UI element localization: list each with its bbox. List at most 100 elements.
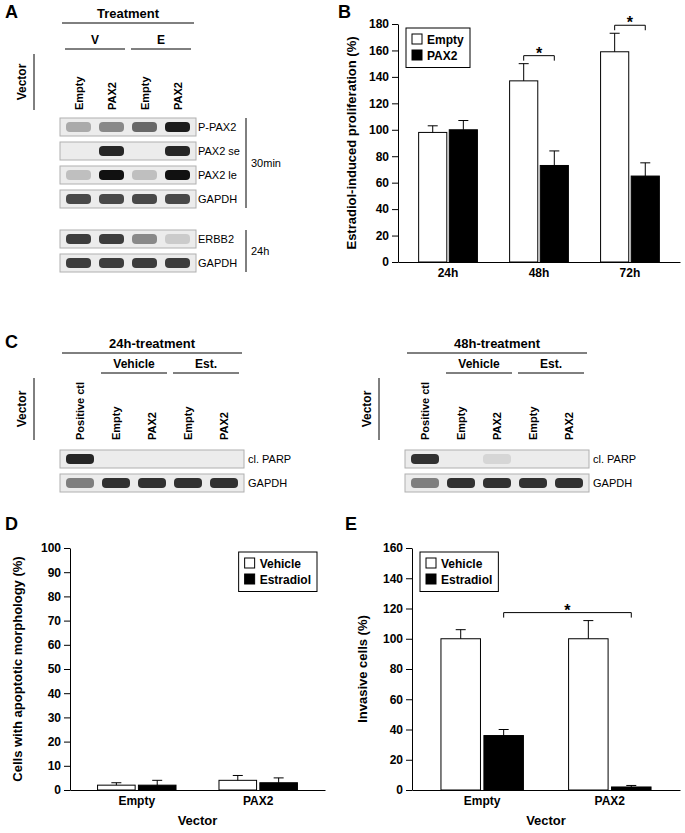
blot-subtitle: 48h-treatment (454, 336, 541, 351)
y-tick-label: 90 (48, 566, 62, 580)
lane-group-label: Est. (195, 357, 217, 371)
lane-title: Vector (15, 63, 29, 100)
blot-band (174, 478, 202, 488)
error-bar (428, 126, 438, 133)
error-bar (610, 33, 620, 52)
legend: EmptyPAX2 (406, 28, 470, 68)
legend-entry: Estradiol (245, 573, 311, 587)
blot-band (483, 454, 511, 464)
error-bar (549, 151, 559, 166)
error-bar (499, 730, 509, 736)
bar (601, 52, 629, 262)
y-tick-label: 140 (383, 572, 403, 586)
row-group-label: 30min (251, 157, 281, 169)
significance: * (504, 602, 632, 619)
y-tick-label: 20 (390, 753, 404, 767)
y-tick: 60 (48, 638, 70, 652)
error-stem (278, 778, 279, 783)
y-tick-mark (64, 693, 70, 694)
blot-band (66, 146, 91, 156)
y-tick-mark (64, 645, 70, 646)
bar (441, 639, 481, 790)
figure-svg: ATreatmentVEEmptyPAX2EmptyPAX2VectorP-PA… (0, 0, 685, 833)
blot-band (66, 258, 91, 268)
x-axis: EmptyPAX2 (413, 790, 681, 808)
panel-letter: B (338, 2, 351, 22)
y-tick-label: 40 (390, 723, 404, 737)
row-group-label: 24h (251, 245, 269, 257)
y-tick-mark (392, 262, 398, 263)
y-axis-line (70, 549, 71, 791)
marks (98, 775, 298, 790)
lane-group-line (173, 373, 239, 374)
bar (419, 132, 447, 262)
y-tick: 160 (369, 44, 398, 58)
blot-row: cl. PARP (405, 450, 636, 468)
significance-label: * (627, 14, 634, 31)
error-bar (640, 163, 650, 176)
y-tick: 40 (390, 723, 412, 737)
significance-label: * (564, 602, 571, 619)
subtitle-underline (407, 353, 587, 354)
blot-band (102, 478, 130, 488)
y-tick: 0 (382, 255, 398, 269)
y-tick-label: 100 (383, 632, 403, 646)
y-tick-label: 160 (369, 44, 389, 58)
legend-swatch (426, 558, 436, 568)
significance: * (615, 14, 646, 31)
legend-label: Vehicle (441, 557, 483, 571)
lane-group-label: V (91, 33, 99, 47)
y-tick-mark (64, 790, 70, 791)
y-tick-mark (392, 236, 398, 237)
y-tick: 60 (390, 693, 412, 707)
blot-band (411, 478, 439, 488)
y-tick: 40 (376, 202, 398, 216)
y-tick: 20 (376, 229, 398, 243)
y-tick: 20 (390, 753, 412, 767)
error-bar (456, 630, 466, 639)
lane-group-line (131, 49, 191, 50)
y-tick-mark (392, 103, 398, 104)
lane-group-line (65, 49, 125, 50)
legend-label: Vehicle (260, 557, 302, 571)
series (449, 121, 659, 262)
lane-label: Empty (455, 406, 467, 441)
legend-swatch (245, 574, 255, 584)
error-cap (549, 150, 559, 151)
bar-panel: D0102030405060708090100EmptyPAX2Cells wi… (5, 514, 326, 828)
legend-box (420, 552, 498, 592)
x-tick-label: 48h (529, 266, 550, 280)
y-tick: 100 (41, 541, 70, 555)
error-stem (588, 621, 589, 639)
panel-letter: A (5, 2, 18, 22)
y-tick-mark (406, 639, 412, 640)
error-bar (458, 121, 468, 130)
blot-band (66, 478, 94, 488)
blot-row: GAPDH (60, 474, 287, 492)
blot-band (210, 478, 238, 488)
error-stem (432, 126, 433, 133)
blot-row: PAX2 le (60, 166, 237, 184)
y-tick-label: 60 (376, 176, 390, 190)
lane-group-label: Vehicle (458, 357, 500, 371)
legend-entry: Vehicle (426, 557, 483, 571)
error-bar (626, 785, 636, 787)
y-tick: 10 (48, 759, 70, 773)
error-cap (519, 63, 529, 64)
row-label: GAPDH (198, 193, 237, 205)
error-bar (519, 64, 529, 81)
blot-band (132, 122, 157, 132)
y-axis-line (412, 549, 413, 791)
y-tick: 80 (376, 150, 398, 164)
y-tick-label: 80 (376, 150, 390, 164)
blot-strip (60, 190, 196, 208)
row-group-bracket (246, 118, 247, 208)
y-axis-title: Estradiol-induced proliferation (%) (344, 36, 359, 249)
y-tick-mark (64, 572, 70, 573)
x-tick-label: Empty (118, 794, 155, 808)
subtitle-underline (62, 23, 194, 24)
subtitle-underline (62, 353, 242, 354)
blot-strip (60, 142, 196, 160)
bar-panel: B02040608010012014016018024h48h72hEstrad… (338, 2, 681, 280)
y-tick-mark (64, 621, 70, 622)
